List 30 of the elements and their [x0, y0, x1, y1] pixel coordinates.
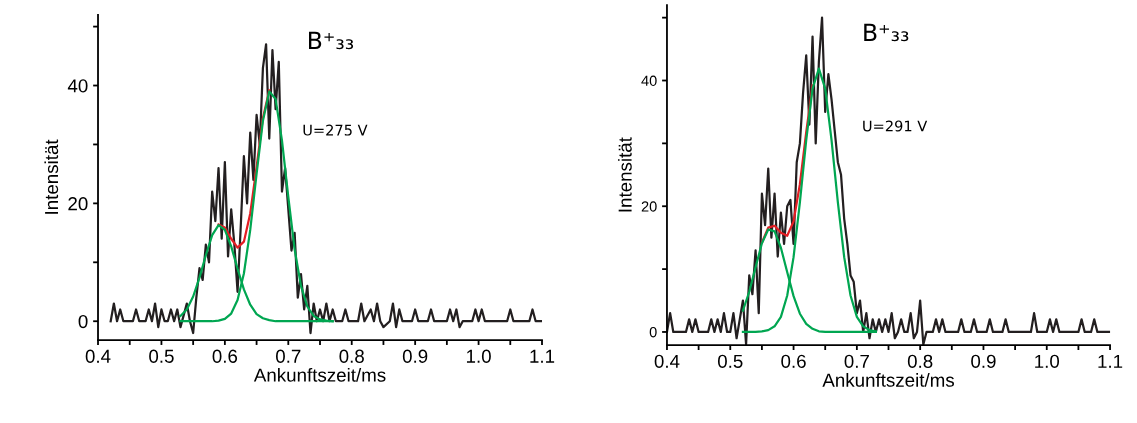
y-tick-label: 40 [641, 75, 657, 86]
y-axis-title: Intensität [44, 139, 59, 214]
x-tick-label: 0.7 [276, 349, 301, 363]
annotation: B⁺₃₃ [309, 31, 354, 50]
x-tick-label: 0.9 [402, 349, 428, 363]
x-tick-label: 0.6 [212, 349, 238, 363]
x-tick-label: 0.8 [907, 354, 933, 368]
annotation: U=291 V [863, 120, 928, 132]
x-axis-title: Ankunftszeit/ms [253, 367, 386, 382]
x-tick-label: 0.5 [149, 349, 174, 363]
x-tick-label: 1.0 [1035, 354, 1060, 368]
x-tick-label: 0.9 [971, 354, 996, 368]
x-tick-label: 1.1 [1098, 354, 1123, 368]
x-tick-label: 0.4 [85, 349, 111, 363]
annotation: B⁺₃₃ [864, 23, 909, 42]
x-tick-label: 0.7 [844, 354, 869, 368]
y-tick-label: 0 [78, 314, 88, 329]
y-tick-label: 0 [649, 327, 657, 338]
x-tick-label: 1.0 [466, 349, 491, 363]
y-axis-title: Intensität [617, 137, 632, 212]
x-tick-label: 0.5 [717, 354, 743, 368]
y-tick-label: 20 [68, 197, 88, 211]
x-tick-label: 0.8 [339, 349, 364, 363]
x-tick-label: 1.1 [530, 349, 555, 363]
x-tick-label: 0.4 [654, 354, 680, 368]
annotation: U=275 V [303, 124, 368, 136]
x-tick-label: 0.6 [781, 354, 806, 368]
y-tick-label: 40 [67, 79, 88, 93]
y-tick-label: 20 [641, 201, 657, 212]
x-axis-title: Ankunftszeit/ms [822, 373, 954, 387]
